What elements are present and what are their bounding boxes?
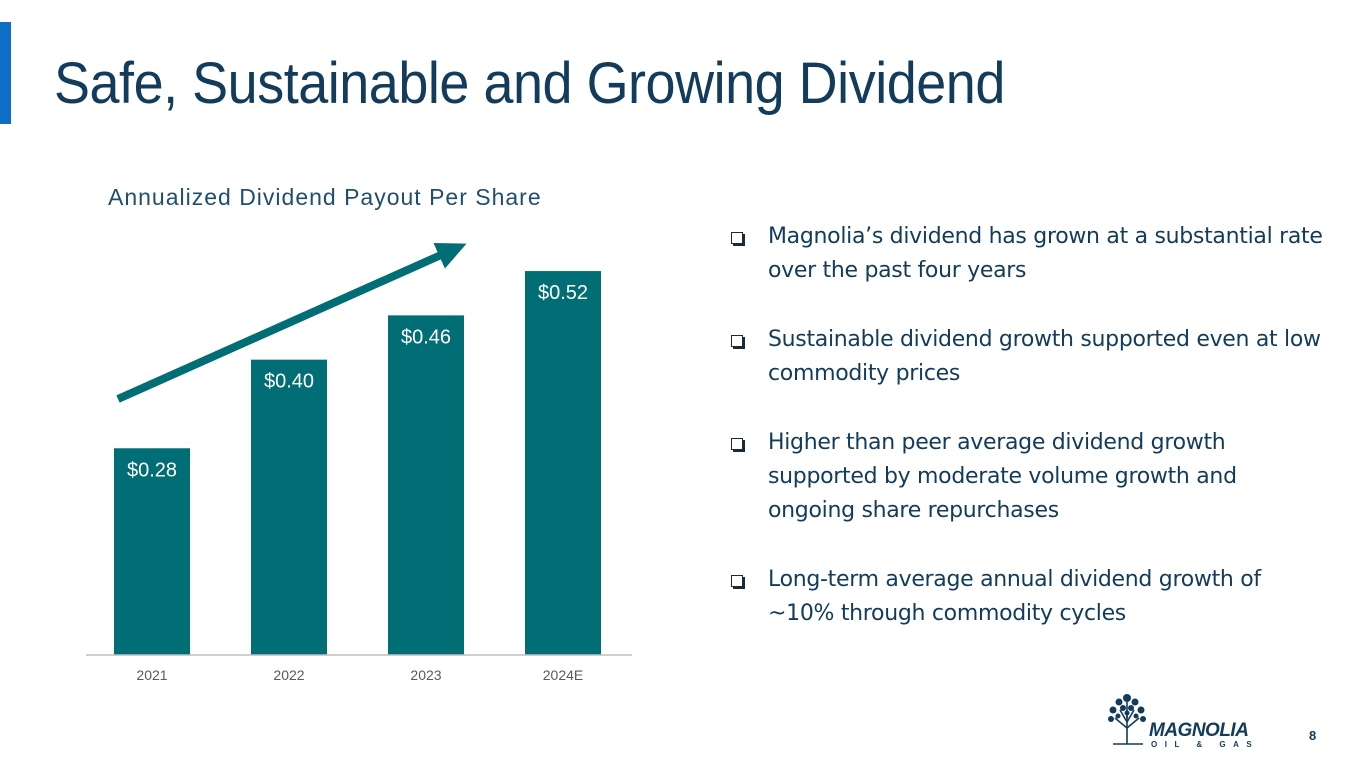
bullet-text: Long-term average annual dividend growth… [768,567,1261,626]
bullet-item: Sustainable dividend growth supported ev… [730,323,1330,391]
chart-title: Annualized Dividend Payout Per Share [108,184,542,210]
page-number: 8 [1309,728,1317,743]
company-logo: MAGNOLIA OIL & GAS [1103,688,1273,749]
bar-2022 [251,359,327,655]
trend-arrow [116,243,467,403]
tree-icon [1108,694,1146,745]
checkbox-bullet-icon [731,575,743,587]
bullet-item: Magnolia’s dividend has grown at a subst… [730,220,1330,288]
data-label-2024E: $0.52 [538,282,588,304]
bullet-list: Magnolia’s dividend has grown at a subst… [730,220,1330,666]
checkbox-bullet-icon [731,232,743,244]
x-tick-label-2021: 2021 [136,667,167,683]
data-label-2021: $0.28 [127,459,177,481]
logo-name: MAGNOLIA [1149,720,1249,741]
bar-chart: $0.28 2021 $0.40 2022 $0.46 2023 $0.52 2024E [86,243,632,683]
x-tick-label-2024E: 2024E [543,667,583,683]
data-label-2023: $0.46 [401,326,451,348]
page-title: Safe, Sustainable and Growing Dividend [54,51,1005,116]
bullet-item: Long-term average annual dividend growth… [730,563,1330,631]
bullet-text: Higher than peer average dividend growth… [768,430,1237,523]
accent-bar [0,22,11,124]
bar-2024E [525,271,601,655]
bullet-text: Magnolia’s dividend has grown at a subst… [768,224,1323,283]
bullet-text: Sustainable dividend growth supported ev… [768,327,1321,386]
x-tick-label-2023: 2023 [410,667,441,683]
bar-2021 [114,448,190,655]
checkbox-bullet-icon [731,335,743,347]
data-label-2022: $0.40 [264,371,314,393]
bullet-item: Higher than peer average dividend growth… [730,426,1330,528]
checkbox-bullet-icon [731,438,743,450]
bar-2023 [388,315,464,655]
x-tick-label-2022: 2022 [273,667,304,683]
logo-subtitle: OIL & GAS [1151,740,1260,749]
